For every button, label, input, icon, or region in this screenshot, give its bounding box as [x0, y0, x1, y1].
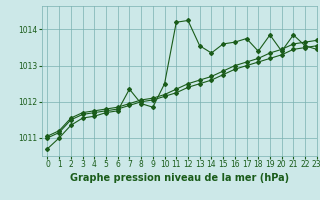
X-axis label: Graphe pression niveau de la mer (hPa): Graphe pression niveau de la mer (hPa): [70, 173, 289, 183]
